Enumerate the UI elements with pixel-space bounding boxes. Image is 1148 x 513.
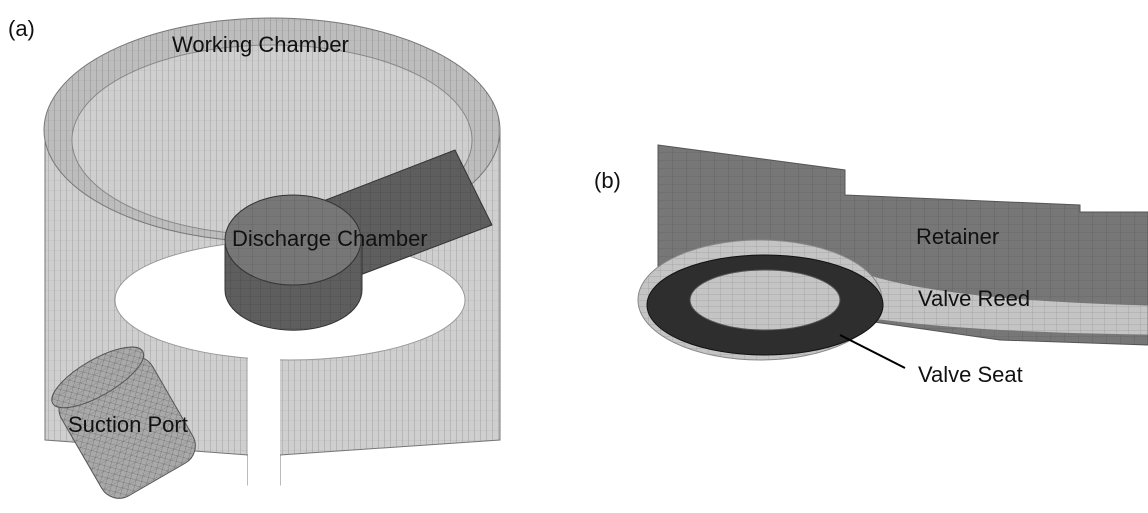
panel-label: (b) <box>594 168 621 193</box>
figure: (a) Working Chamber Discharge Chamber Su… <box>0 0 1148 508</box>
panel-a: (a) Working Chamber Discharge Chamber Su… <box>8 16 500 506</box>
annotation: Valve Reed <box>918 286 1030 311</box>
annotation: Working Chamber <box>172 32 349 57</box>
annotation: Discharge Chamber <box>232 226 428 251</box>
annotation: Suction Port <box>68 412 188 437</box>
annotation: Valve Seat <box>918 362 1023 387</box>
annotation: Retainer <box>916 224 999 249</box>
gap <box>248 340 280 490</box>
leader-line <box>840 335 905 368</box>
panel-b: (b) Retainer Valve Reed Valve Seat <box>594 145 1148 387</box>
valve-seat-hole <box>690 270 840 330</box>
panel-label: (a) <box>8 16 35 41</box>
page: (a) Working Chamber Discharge Chamber Su… <box>0 0 1148 508</box>
